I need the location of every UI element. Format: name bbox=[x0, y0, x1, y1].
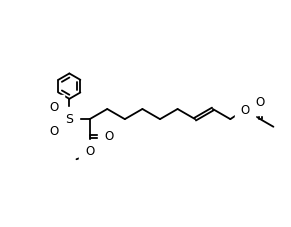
Text: O: O bbox=[85, 145, 94, 158]
Text: O: O bbox=[49, 101, 58, 114]
Text: O: O bbox=[104, 130, 113, 143]
Text: O: O bbox=[49, 125, 58, 138]
Text: S: S bbox=[65, 113, 73, 126]
Text: O: O bbox=[241, 104, 250, 117]
Text: O: O bbox=[255, 96, 265, 109]
